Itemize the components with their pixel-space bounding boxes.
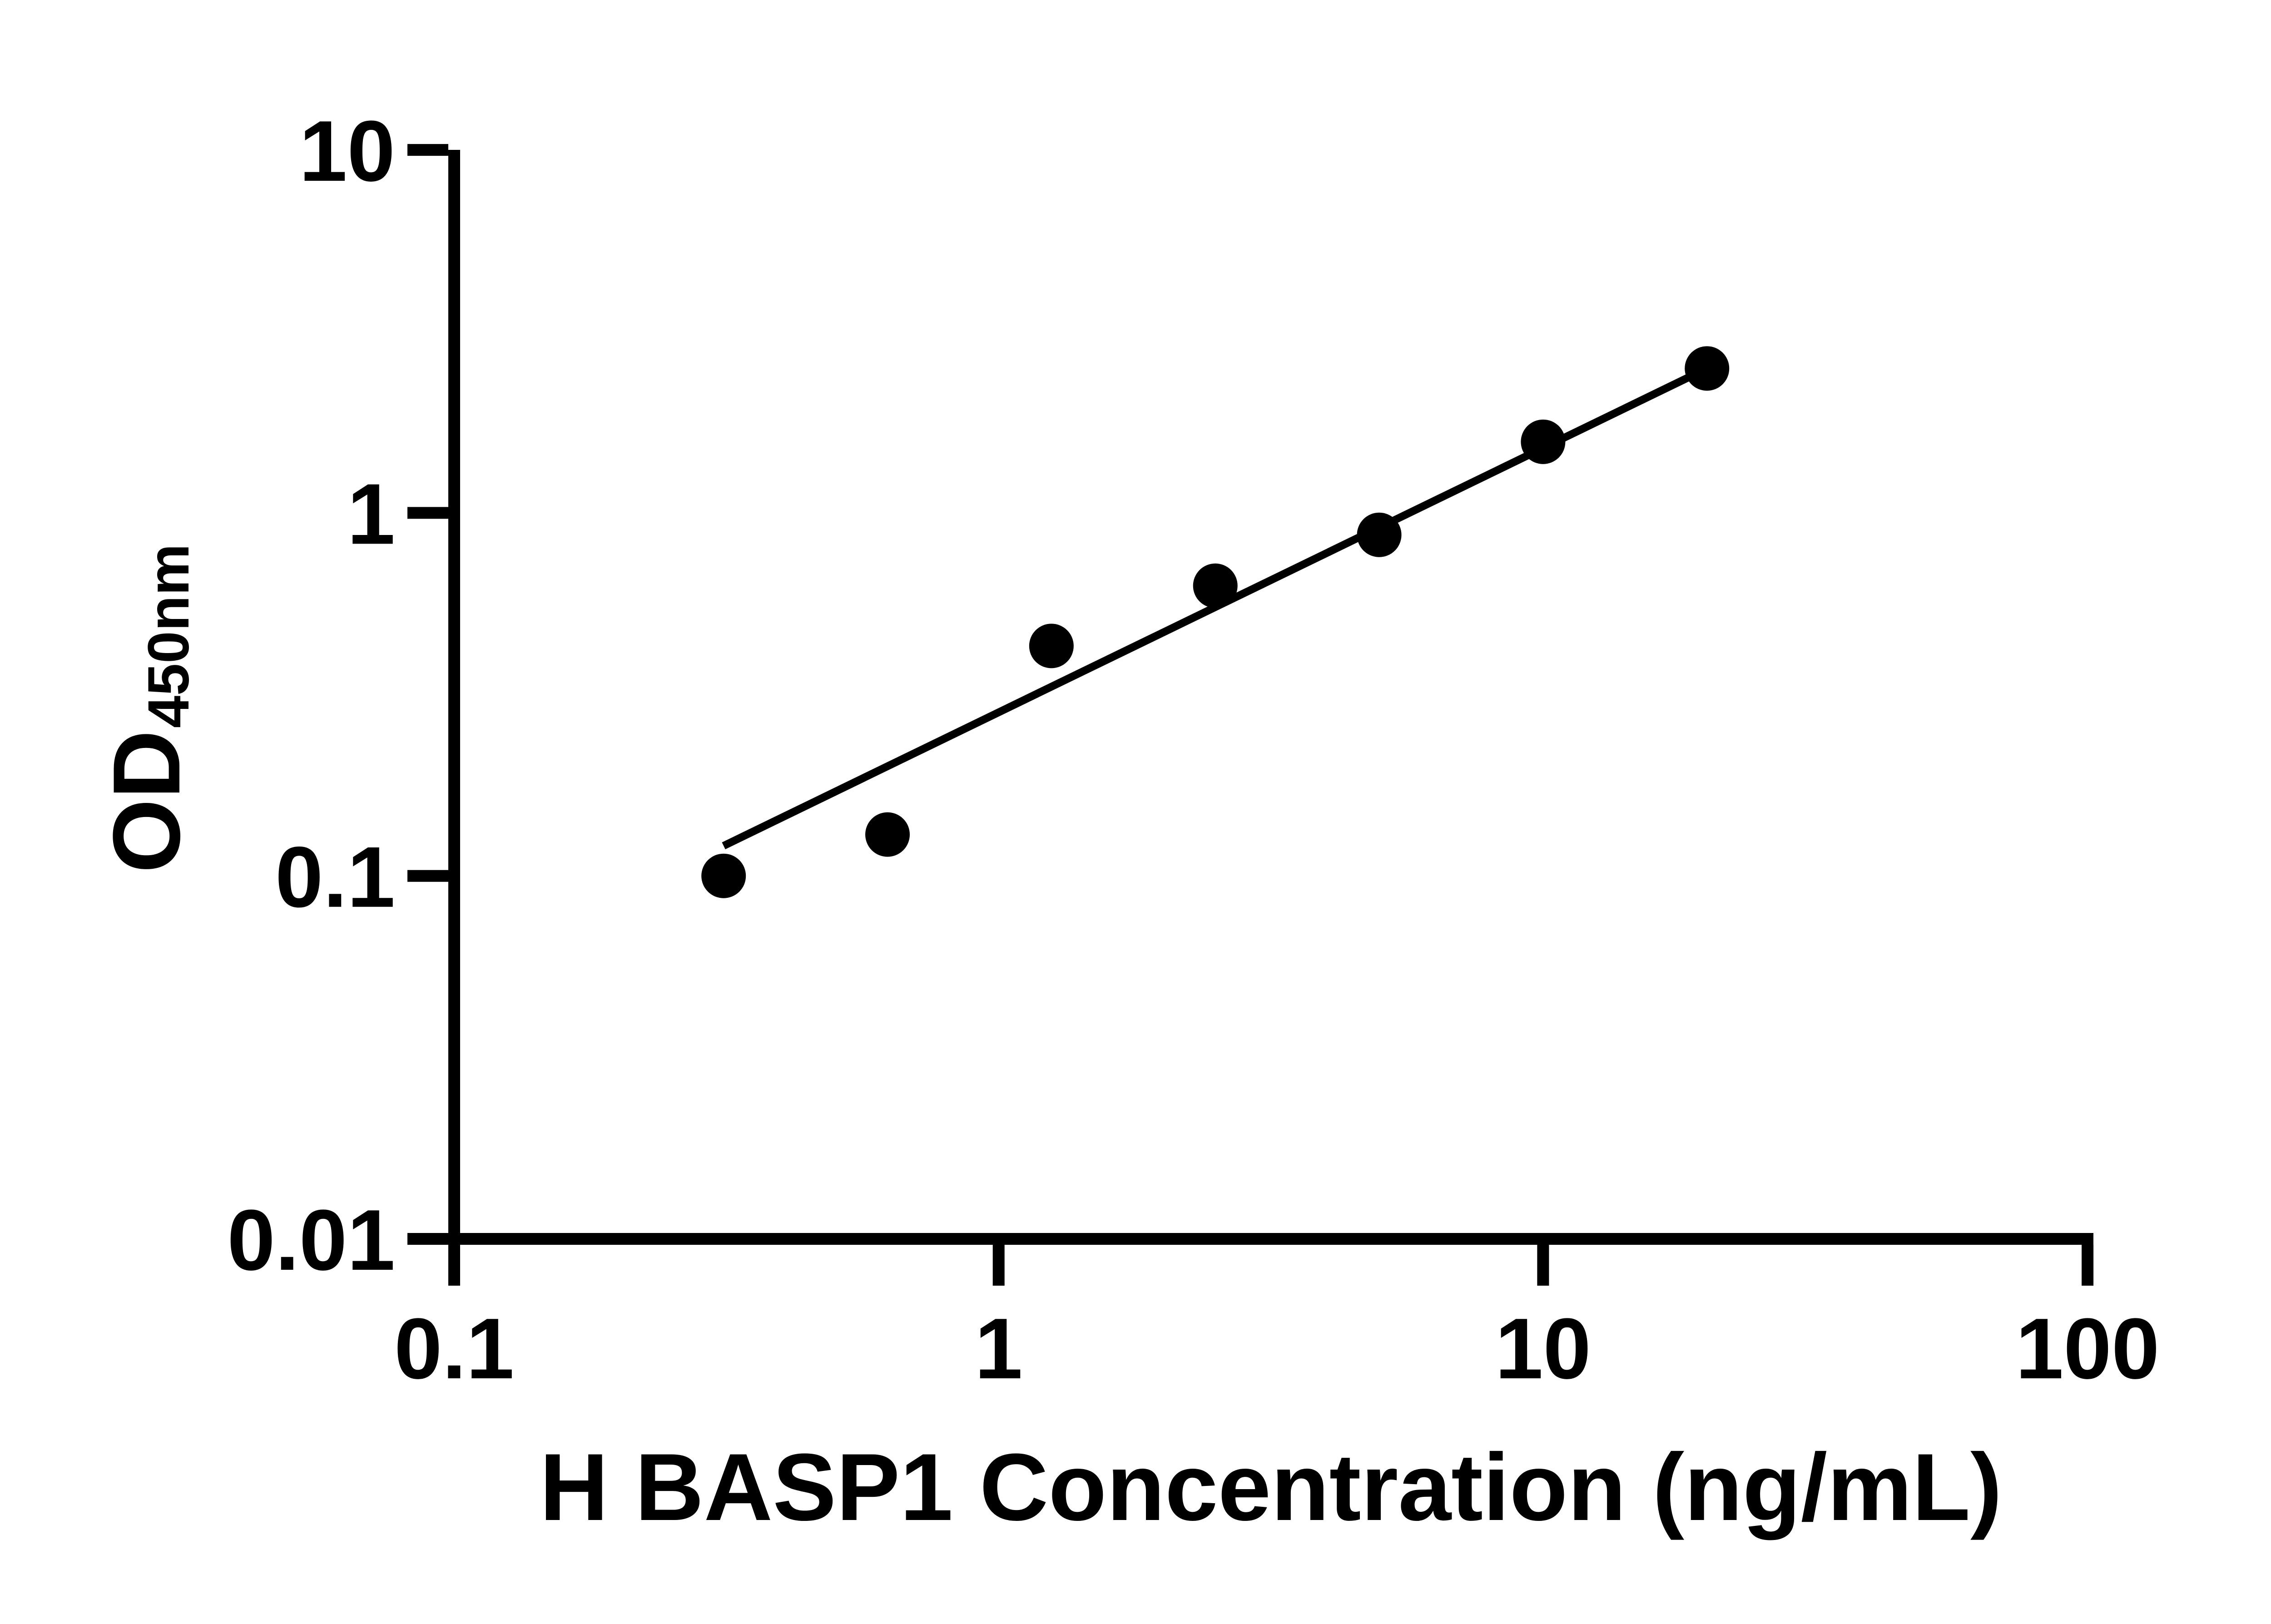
x-axis-tick-label: 10: [1495, 1301, 1591, 1397]
data-point: [701, 853, 746, 898]
data-series: [701, 346, 1730, 898]
x-axis-tick-label: 100: [2016, 1301, 2160, 1397]
y-axis-tick-label: 1: [347, 466, 395, 562]
y-axis-tick-label: 10: [299, 103, 395, 199]
data-point: [1685, 346, 1730, 391]
data-point: [1357, 512, 1402, 557]
data-point: [865, 812, 910, 857]
x-axis-title: H BASP1 Concentration (ng/mL): [540, 1434, 2002, 1540]
x-axis-ticks: [448, 1245, 2094, 1286]
y-axis-title: OD 450nm: [93, 544, 201, 873]
y-axis-tick-label: 0.01: [227, 1192, 395, 1288]
x-axis-tick-label: 1: [975, 1301, 1023, 1397]
x-axis-tick-label: 0.1: [394, 1301, 514, 1397]
y-axis-title-main: OD: [93, 730, 200, 873]
x-axis-tick-labels: 0.1 1 10 100: [394, 1301, 2160, 1397]
y-axis-tick-labels: 10 1 0.1 0.01: [227, 103, 395, 1288]
y-axis-tick-label: 0.1: [275, 829, 395, 926]
data-point: [1521, 419, 1566, 464]
y-axis-ticks: [407, 144, 448, 1245]
data-point: [1193, 563, 1238, 608]
data-point: [1029, 624, 1074, 668]
y-axis-title-subscript: 450nm: [136, 544, 201, 728]
